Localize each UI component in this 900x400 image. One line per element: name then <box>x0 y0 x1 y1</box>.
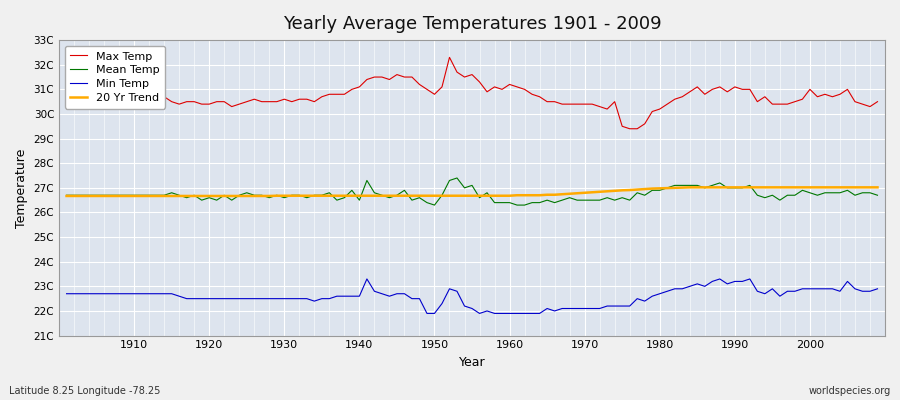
Mean Temp <box>519 203 530 208</box>
Mean Temp <box>122 193 132 198</box>
Min Temp <box>61 291 72 296</box>
20 Yr Trend <box>331 193 342 198</box>
Legend: Max Temp, Mean Temp, Min Temp, 20 Yr Trend: Max Temp, Mean Temp, Min Temp, 20 Yr Tre… <box>65 46 165 108</box>
Min Temp <box>122 291 132 296</box>
Mean Temp <box>452 176 463 180</box>
Max Temp <box>504 82 515 87</box>
Max Temp <box>331 92 342 97</box>
Y-axis label: Temperature: Temperature <box>15 148 28 228</box>
20 Yr Trend <box>684 185 695 190</box>
Min Temp <box>331 294 342 298</box>
Text: Latitude 8.25 Longitude -78.25: Latitude 8.25 Longitude -78.25 <box>9 386 160 396</box>
Line: 20 Yr Trend: 20 Yr Trend <box>67 187 878 196</box>
Min Temp <box>872 286 883 291</box>
Mean Temp <box>61 193 72 198</box>
Mean Temp <box>512 203 523 208</box>
Mean Temp <box>609 198 620 202</box>
Text: worldspecies.org: worldspecies.org <box>809 386 891 396</box>
Min Temp <box>512 311 523 316</box>
Mean Temp <box>331 198 342 202</box>
20 Yr Trend <box>504 193 515 198</box>
Max Temp <box>625 126 635 131</box>
Max Temp <box>512 84 523 89</box>
Line: Max Temp: Max Temp <box>67 57 878 129</box>
Mean Temp <box>872 193 883 198</box>
20 Yr Trend <box>872 185 883 190</box>
20 Yr Trend <box>497 193 508 198</box>
X-axis label: Year: Year <box>459 356 485 369</box>
Min Temp <box>609 304 620 308</box>
20 Yr Trend <box>122 194 132 198</box>
Min Temp <box>421 311 432 316</box>
Min Temp <box>362 276 373 281</box>
Line: Min Temp: Min Temp <box>67 279 878 314</box>
Min Temp <box>286 296 297 301</box>
Title: Yearly Average Temperatures 1901 - 2009: Yearly Average Temperatures 1901 - 2009 <box>283 15 662 33</box>
20 Yr Trend <box>61 194 72 198</box>
Min Temp <box>519 311 530 316</box>
20 Yr Trend <box>594 189 605 194</box>
Line: Mean Temp: Mean Temp <box>67 178 878 205</box>
Max Temp <box>444 55 454 60</box>
20 Yr Trend <box>286 193 297 198</box>
Max Temp <box>286 99 297 104</box>
Mean Temp <box>286 193 297 198</box>
Max Temp <box>872 99 883 104</box>
Max Temp <box>61 94 72 99</box>
Max Temp <box>122 94 132 99</box>
Max Temp <box>602 107 613 112</box>
Mean Temp <box>429 203 440 208</box>
